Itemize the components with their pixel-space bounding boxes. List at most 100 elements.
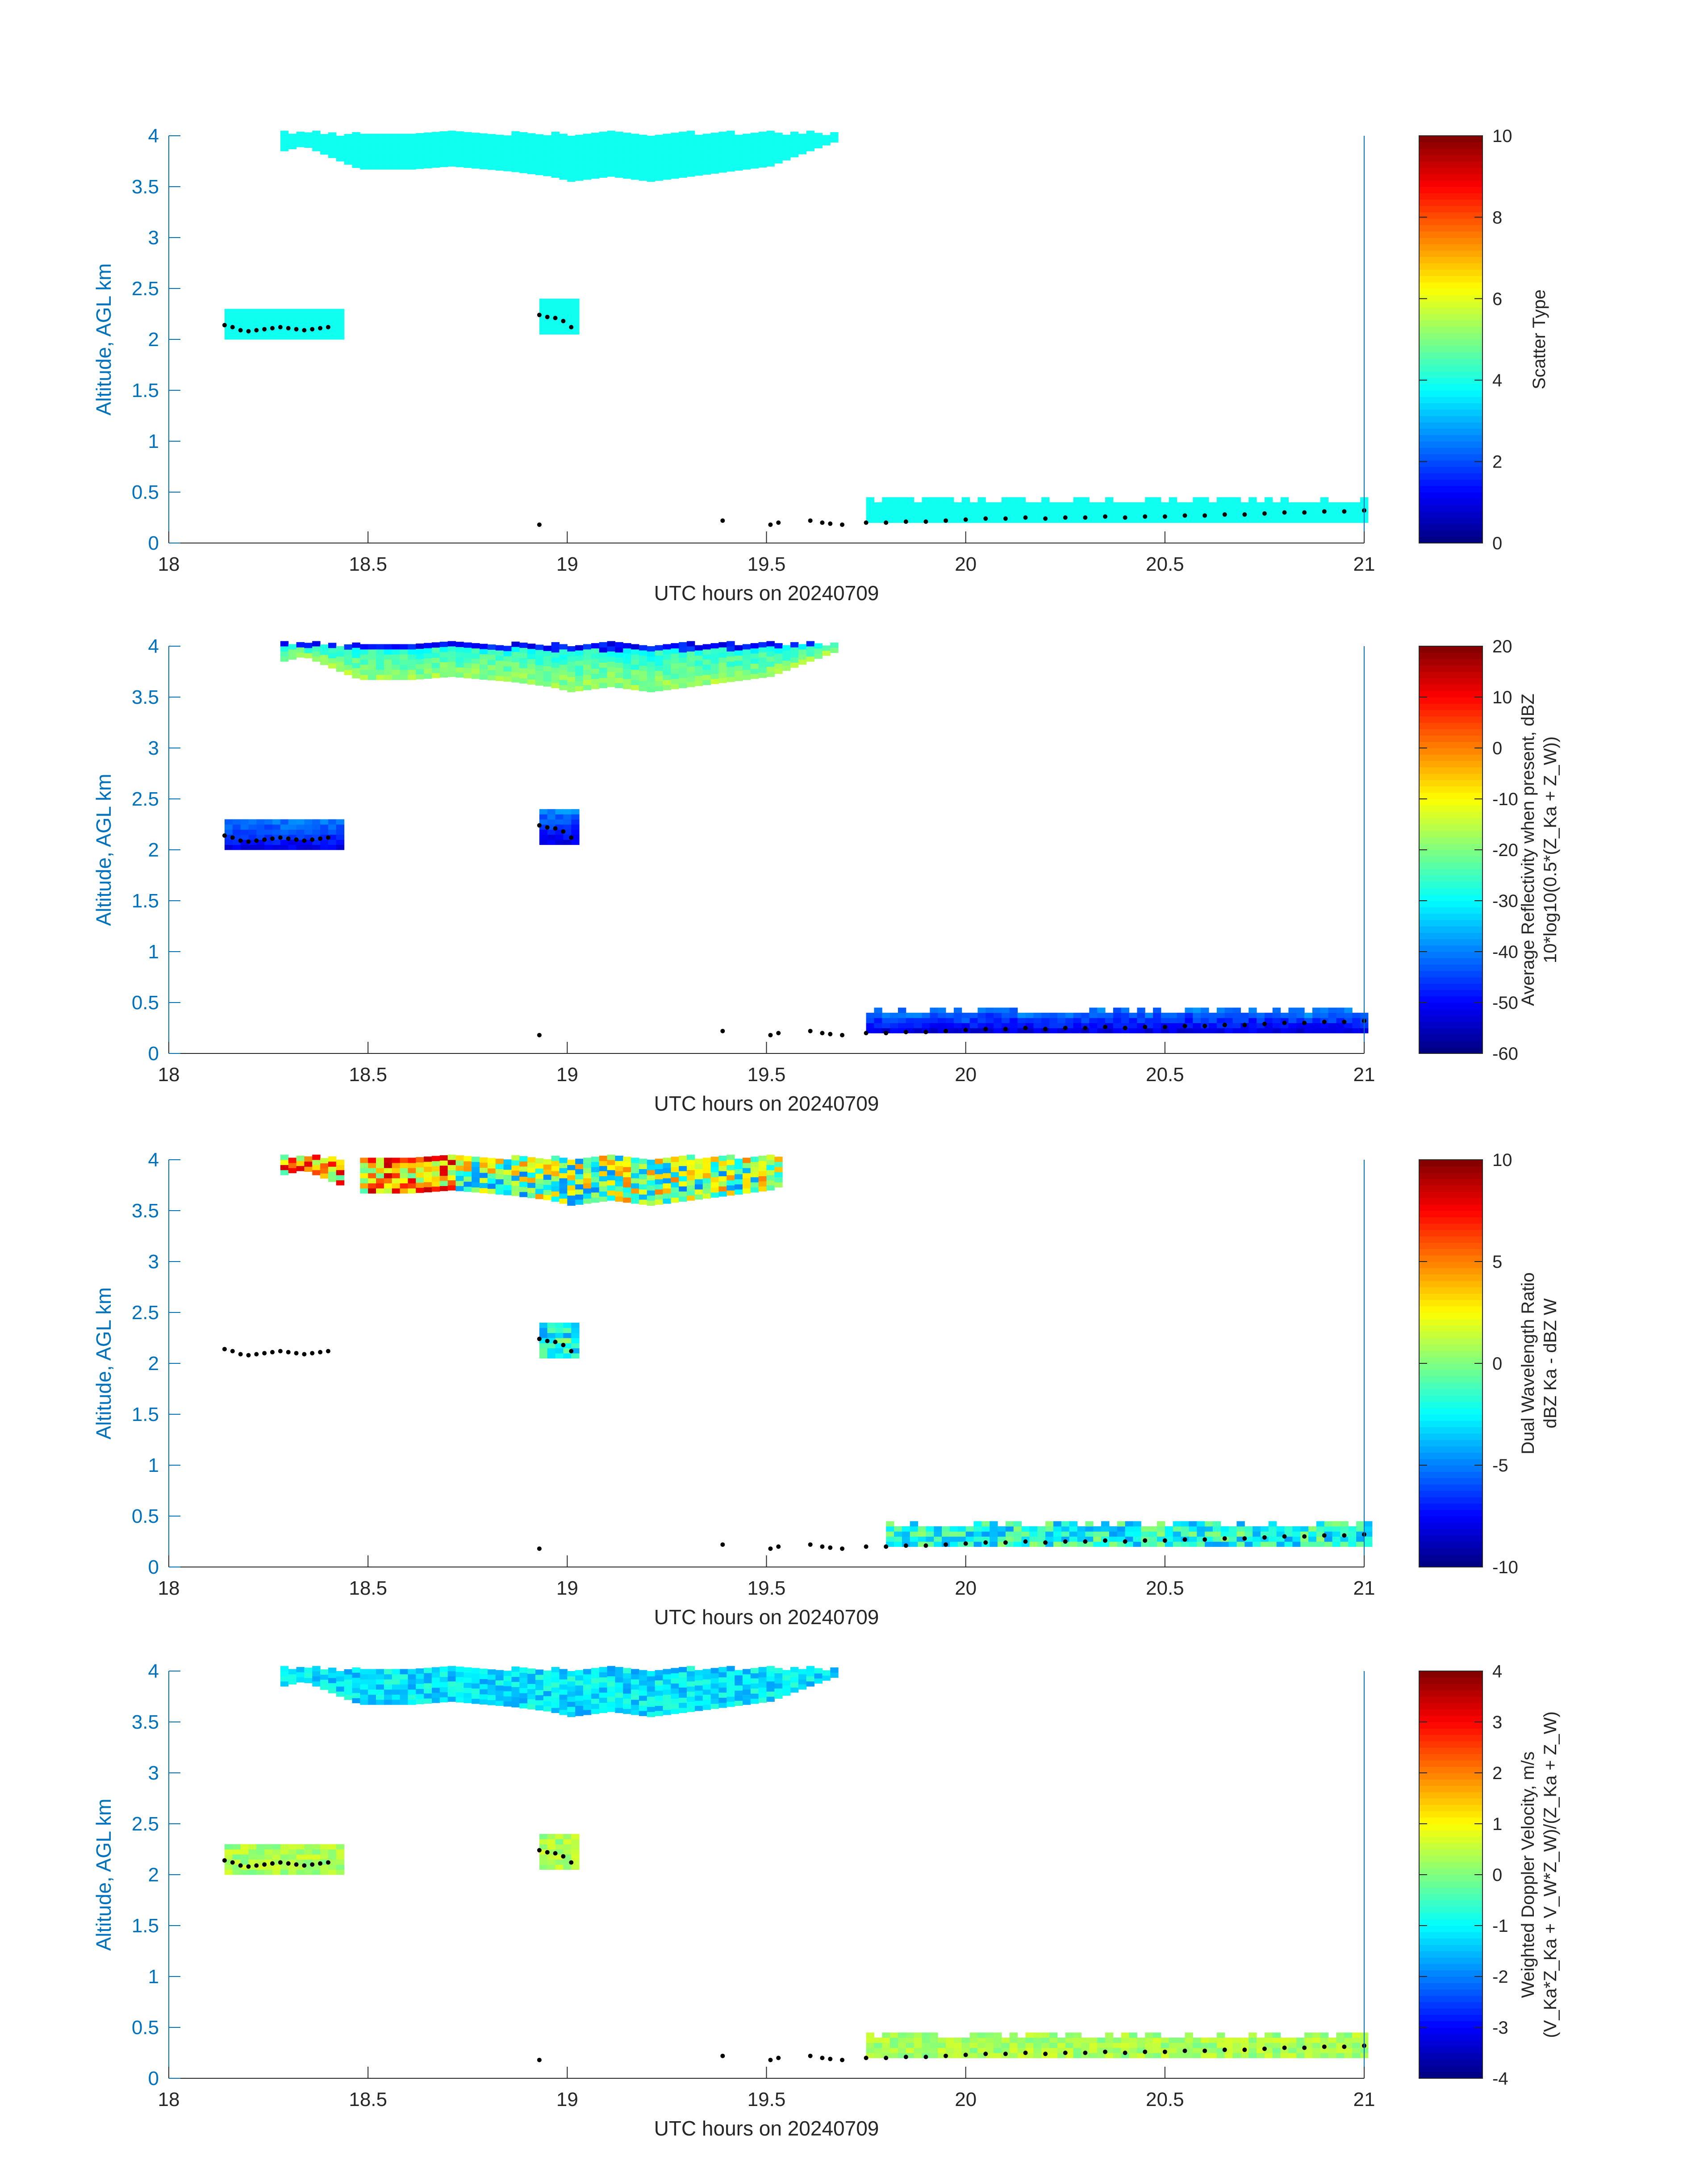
heatmap-cell: [563, 1328, 572, 1333]
colorbar-segment: [1419, 843, 1482, 850]
heatmap-cell: [727, 1175, 735, 1181]
heatmap-cell: [986, 1023, 994, 1028]
heatmap-cell: [591, 158, 600, 164]
heatmap-cell: [591, 1182, 600, 1188]
heatmap-cell: [750, 1157, 759, 1162]
heatmap-cell: [766, 1175, 775, 1181]
heatmap-cell: [527, 654, 536, 659]
heatmap-cell: [782, 1685, 791, 1691]
heatmap-cell: [710, 1166, 719, 1172]
heatmap-cell: [1201, 2037, 1209, 2043]
heatmap-cell: [631, 144, 639, 150]
cloud-top-dot: [1102, 1024, 1107, 1029]
heatmap-cell: [953, 1007, 962, 1013]
heatmap-cell: [1249, 507, 1257, 513]
heatmap-cell: [360, 164, 368, 170]
heatmap-cell: [663, 669, 671, 675]
heatmap-cell: [1033, 2032, 1042, 2038]
heatmap-cell: [392, 154, 401, 159]
heatmap-cell: [1121, 1028, 1130, 1033]
heatmap-cell: [822, 650, 831, 656]
heatmap-cell: [758, 1677, 767, 1683]
colorbar-segment: [1419, 1709, 1482, 1716]
cloud-top-dot: [1083, 1539, 1088, 1544]
heatmap-cell: [655, 660, 663, 666]
heatmap-cell: [647, 146, 656, 151]
colorbar-segment: [1419, 155, 1482, 162]
heatmap-cell: [655, 1174, 663, 1179]
heatmap-cell: [1113, 1023, 1122, 1028]
heatmap-cell: [663, 664, 671, 670]
x-tick-label: 18.5: [349, 1577, 387, 1599]
heatmap-cell: [615, 1702, 623, 1708]
heatmap-cell: [894, 1531, 902, 1537]
heatmap-cell: [1193, 2047, 1201, 2053]
heatmap-cell: [455, 1667, 464, 1672]
heatmap-cell: [647, 136, 656, 141]
heatmap-cell: [710, 1673, 719, 1679]
heatmap-cell: [774, 1172, 783, 1178]
heatmap-cell: [575, 655, 584, 661]
heatmap-cell: [1129, 2037, 1137, 2043]
heatmap-cell: [623, 1673, 631, 1679]
heatmap-cell: [1001, 2047, 1010, 2053]
heatmap-cell: [735, 1675, 743, 1681]
heatmap-cell: [1201, 518, 1209, 523]
colorbar-segment: [1419, 1344, 1482, 1351]
heatmap-cell: [320, 844, 329, 850]
colorbar-tick-label: 20: [1492, 637, 1512, 656]
heatmap-cell: [392, 644, 401, 650]
heatmap-cell: [535, 159, 544, 165]
heatmap-cell: [464, 1698, 472, 1703]
heatmap-cell: [384, 134, 393, 139]
heatmap-cell: [830, 642, 839, 648]
colorbar-segment: [1419, 1458, 1482, 1466]
heatmap-cell: [1328, 1012, 1337, 1018]
heatmap-cell: [360, 144, 368, 150]
heatmap-cell: [455, 1186, 464, 1191]
heatmap-cell: [424, 1156, 432, 1162]
heatmap-cell: [1145, 1028, 1153, 1033]
heatmap-cell: [431, 1687, 440, 1693]
heatmap-cell: [687, 1706, 695, 1712]
heatmap-cell: [288, 1162, 297, 1168]
heatmap-cell: [882, 507, 890, 513]
heatmap-cell: [1284, 1531, 1293, 1537]
heatmap-cell: [416, 1167, 424, 1173]
cloud-top-dot: [1143, 1538, 1148, 1543]
heatmap-cell: [977, 2037, 986, 2043]
heatmap-cell: [599, 1171, 608, 1176]
y-tick-label: 2: [148, 839, 159, 861]
heatmap-cell: [256, 334, 265, 340]
heatmap-cell: [655, 1685, 663, 1691]
heatmap-cell: [288, 644, 297, 650]
heatmap-cell: [1009, 1023, 1018, 1028]
heatmap-cell: [1021, 1536, 1030, 1542]
heatmap-cell: [1049, 1028, 1058, 1033]
heatmap-cell: [527, 1668, 536, 1674]
heatmap-cell: [977, 2032, 986, 2038]
heatmap-cell: [1017, 1028, 1026, 1033]
heatmap-cell: [416, 1694, 424, 1699]
heatmap-cell: [551, 1186, 560, 1192]
heatmap-cell: [1344, 502, 1353, 508]
cloud-top-dot: [294, 1862, 299, 1867]
heatmap-cell: [480, 659, 488, 664]
heatmap-cell: [328, 658, 337, 664]
heatmap-cell: [687, 171, 695, 177]
heatmap-cell: [702, 1689, 711, 1695]
heatmap-cell: [1185, 2043, 1193, 2048]
heatmap-cell: [1061, 1536, 1070, 1542]
heatmap-cell: [571, 819, 580, 825]
heatmap-cell: [806, 651, 815, 657]
heatmap-cell: [727, 672, 735, 677]
heatmap-cell: [647, 1696, 656, 1702]
heatmap-cell: [1005, 1526, 1014, 1532]
colorbar-segment: [1419, 1185, 1482, 1192]
heatmap-cell: [718, 1677, 727, 1683]
heatmap-cell: [424, 668, 432, 674]
heatmap-cell: [344, 1689, 352, 1695]
heatmap-cell: [639, 1695, 647, 1701]
cloud-top-dot: [310, 327, 315, 332]
heatmap-cell: [511, 1191, 520, 1196]
